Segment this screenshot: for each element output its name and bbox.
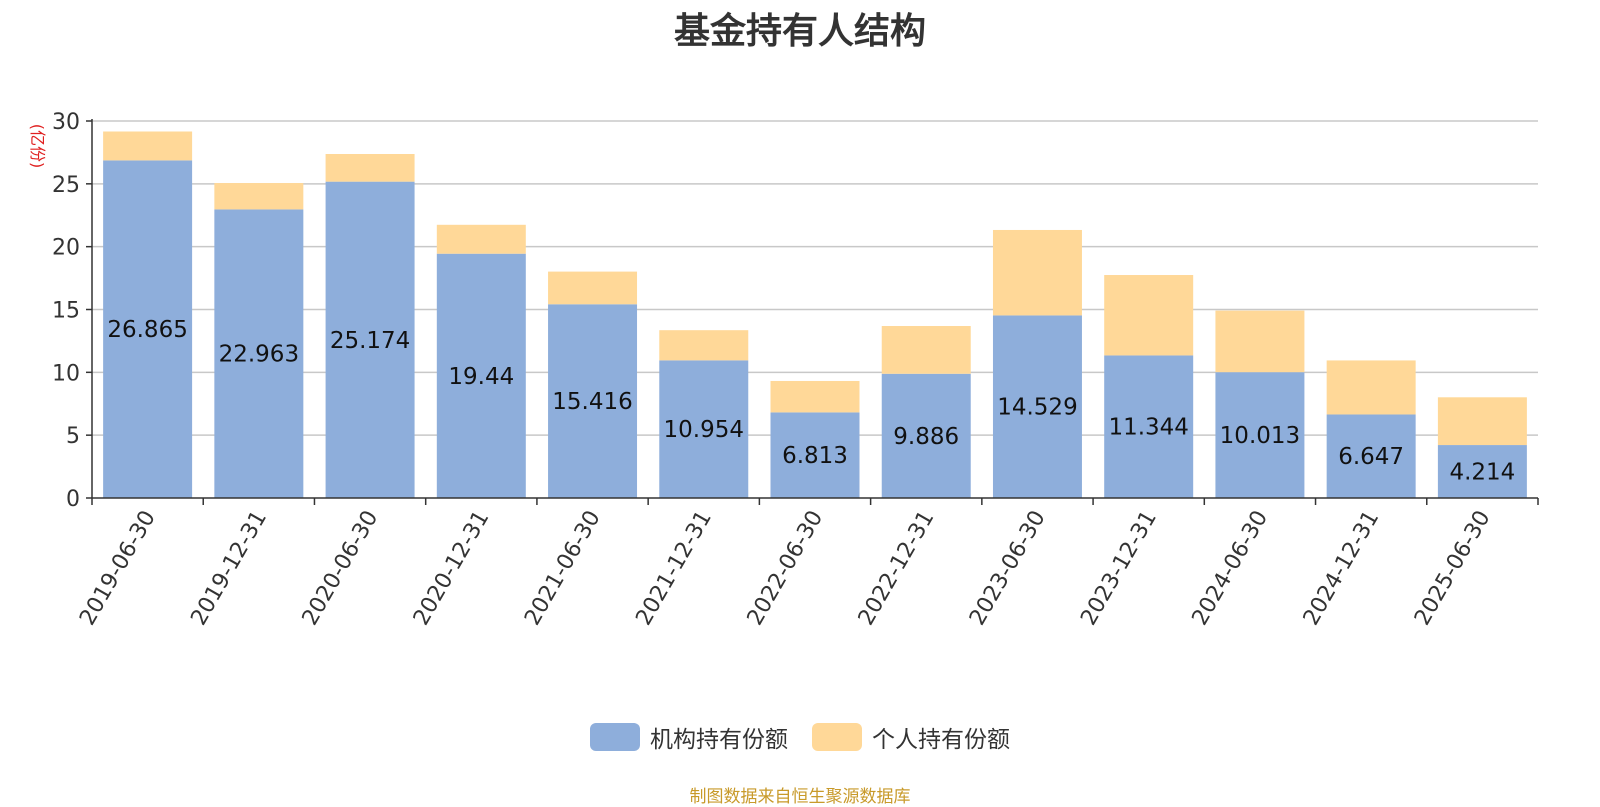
data-labels: 26.865 22.963 25.174 19.44 15.416 10.954 6.813… [107, 317, 1515, 485]
bar-individual [1326, 360, 1416, 415]
bar-institutional [1437, 445, 1527, 498]
bar-individual [992, 229, 1082, 316]
bar-institutional [1215, 372, 1305, 498]
bar-individual [659, 330, 749, 361]
x-tick-label: 2019-12-31 [186, 507, 272, 630]
chart-title: 基金持有人结构 [673, 11, 926, 52]
x-tick-label: 2020-06-30 [298, 507, 384, 630]
bar-institutional [103, 160, 193, 499]
y-tick-label: 25 [52, 173, 80, 198]
y-tick-label: 10 [52, 361, 80, 386]
data-label-institutional: 6.647 [1338, 444, 1404, 470]
data-label-institutional: 26.865 [107, 317, 187, 343]
y-tick-label: 20 [52, 236, 80, 261]
bar-institutional [770, 412, 860, 498]
bar-institutional [1326, 414, 1416, 498]
bar-institutional [548, 304, 638, 498]
bar-individual [436, 224, 526, 254]
bar-individual [1215, 310, 1305, 373]
bar-institutional [659, 360, 749, 498]
data-label-institutional: 14.529 [997, 395, 1077, 421]
x-tick-label: 2025-06-30 [1410, 507, 1496, 630]
data-label-institutional: 19.44 [448, 364, 514, 390]
bar-individual [881, 326, 971, 374]
x-tick-label: 2022-12-31 [854, 506, 940, 629]
x-tick-label: 2023-06-30 [965, 507, 1051, 630]
data-label-institutional: 11.344 [1108, 415, 1188, 441]
x-tick-label: 2021-06-30 [520, 507, 606, 630]
bar-institutional [214, 209, 304, 498]
x-tick-label: 2020-12-31 [409, 507, 495, 630]
bar-institutional [992, 315, 1082, 498]
bar-individual [325, 154, 415, 182]
bar-individual [1104, 275, 1194, 356]
data-label-institutional: 15.416 [552, 389, 632, 415]
y-tick-label: 15 [52, 299, 80, 324]
data-label-institutional: 10.954 [664, 417, 744, 443]
x-tick-label: 2019-06-30 [75, 507, 161, 630]
x-tick-label: 2024-12-31 [1299, 507, 1385, 630]
y-tick-label: 30 [52, 110, 80, 135]
data-label-institutional: 6.813 [782, 443, 848, 469]
x-tick-label: 2023-12-31 [1076, 507, 1162, 630]
legend-label-institutional: 机构持有份额 [650, 727, 788, 753]
bar-individual [214, 183, 304, 210]
bar-individual [103, 131, 193, 161]
legend-swatch-institutional [590, 723, 640, 751]
bars [103, 131, 1527, 499]
bar-institutional [881, 373, 971, 498]
y-axis-label: (亿份) [28, 124, 47, 169]
x-tick-label: 2024-06-30 [1188, 507, 1274, 630]
y-tick-label: 5 [66, 424, 80, 449]
bar-institutional [1104, 355, 1194, 498]
legend-item-individual[interactable]: 个人持有份额 [812, 720, 1010, 754]
source-note: 制图数据来自恒生聚源数据库 [689, 787, 911, 807]
bar-individual [770, 380, 860, 413]
data-label-institutional: 9.886 [893, 424, 959, 450]
bar-institutional [436, 253, 526, 498]
bar-institutional [325, 181, 415, 498]
legend-label-individual: 个人持有份额 [872, 727, 1010, 753]
legend-swatch-individual [812, 723, 862, 751]
data-label-institutional: 22.963 [219, 342, 299, 368]
legend-item-institutional[interactable]: 机构持有份额 [590, 720, 788, 754]
data-label-institutional: 10.013 [1220, 423, 1300, 449]
data-label-institutional: 4.214 [1449, 460, 1515, 486]
legend: 机构持有份额 个人持有份额 [0, 720, 1600, 754]
bar-individual [1437, 397, 1527, 446]
data-label-institutional: 25.174 [330, 328, 410, 354]
x-tick-label: 2021-12-31 [631, 507, 717, 630]
y-tick-label: 0 [66, 487, 80, 512]
bar-individual [548, 271, 638, 305]
x-tick-label: 2022-06-30 [743, 507, 829, 630]
